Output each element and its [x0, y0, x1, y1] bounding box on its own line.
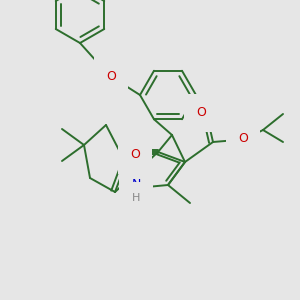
- Text: O: O: [196, 106, 206, 119]
- Text: O: O: [238, 131, 248, 145]
- Text: H: H: [132, 193, 140, 203]
- Text: O: O: [130, 148, 140, 161]
- Text: N: N: [131, 178, 141, 190]
- Text: O: O: [106, 70, 116, 83]
